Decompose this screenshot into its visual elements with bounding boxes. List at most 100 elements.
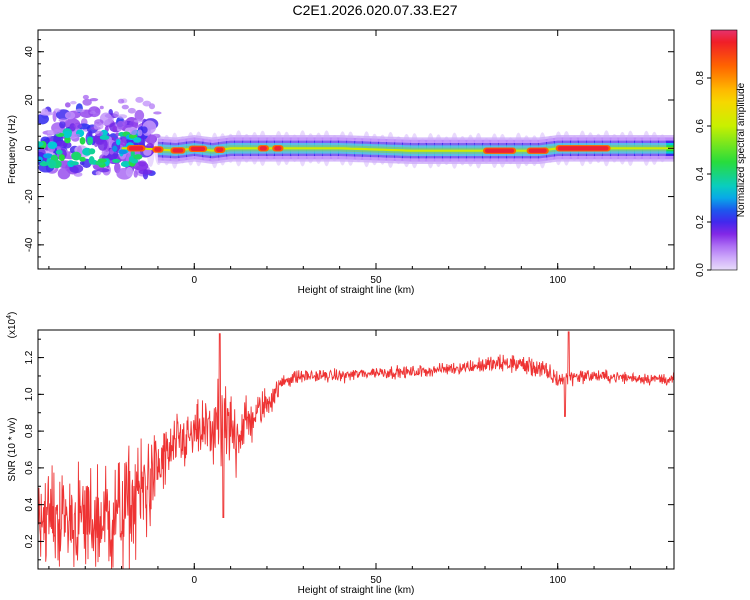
noise-blob-bright (79, 137, 86, 145)
scatter-dot (151, 133, 161, 139)
top-xlabel: Height of straight line (km) (298, 285, 415, 296)
scatter-dot (137, 129, 143, 137)
noise-blob-bright (58, 154, 65, 162)
noise-blob-bright (120, 160, 131, 168)
bottom-ytick-label: 0.6 (24, 460, 35, 474)
scatter-dot (97, 122, 104, 130)
noise-blob-bright (118, 149, 128, 155)
noise-blob-bright (62, 130, 72, 139)
scatter-dot (117, 114, 128, 119)
noise-blob-bright (88, 156, 95, 165)
colorbar-label: Normalized spectral amplitude (736, 82, 747, 217)
top-xtick-label: 0 (191, 275, 197, 286)
scatter-dot (73, 122, 82, 129)
bottom-ytick-label: 1.0 (24, 387, 35, 401)
top-xtick-label: 100 (549, 275, 566, 286)
noise-blob (134, 109, 145, 122)
scatter-dot (113, 111, 120, 118)
hot-segment (154, 147, 162, 152)
noise-blob (97, 138, 108, 151)
noise-blob (125, 166, 134, 178)
top-xtick-label: 50 (370, 275, 382, 286)
bottom-xlabel: Height of straight line (km) (298, 585, 415, 596)
bottom-xtick-label: 0 (191, 575, 197, 586)
noise-blob-bright (79, 156, 86, 162)
scatter-dot (58, 118, 68, 123)
noise-blob (115, 132, 120, 137)
top-axes-frame (37, 29, 675, 270)
noise-blob (52, 110, 57, 123)
colorbar (710, 29, 738, 271)
scatter-dot (117, 98, 125, 104)
noise-blob-bright (128, 134, 138, 139)
top-ytick-label: -40 (24, 237, 35, 252)
top-ylabel: Frequency (Hz) (7, 115, 18, 184)
colorbar-tick-label: 0.2 (695, 215, 706, 229)
noise-blob-bright (116, 138, 121, 146)
scatter-dot (74, 108, 85, 113)
snr-scale-close: ) (7, 312, 18, 315)
noise-blob (95, 171, 102, 176)
noise-blob-bright (55, 149, 63, 155)
noise-blob-bright (99, 135, 110, 140)
noise-blob (79, 161, 85, 166)
scatter-dot (95, 130, 104, 137)
snr-scale-exponent: 4 (6, 315, 13, 319)
noise-blob-bright (64, 136, 71, 144)
scatter-dot (54, 108, 61, 113)
scatter-dot (64, 102, 71, 108)
noise-blob-bright (112, 158, 121, 163)
noise-blob-bright (87, 137, 93, 146)
scatter-dot (89, 98, 99, 102)
figure-title: C2E1.2026.020.07.33.E27 (292, 2, 458, 18)
noise-blob-bright (71, 151, 82, 161)
noise-blob (133, 161, 149, 171)
snr-scale-note: (x104) (6, 312, 18, 339)
noise-blob-bright (97, 158, 107, 163)
noise-blob-bright (39, 161, 49, 167)
noise-blob (38, 113, 49, 125)
noise-blob-bright (88, 148, 96, 155)
top-ytick-label: -20 (24, 189, 35, 204)
bottom-ytick-label: 0.2 (24, 534, 35, 548)
scatter-dot (107, 116, 114, 123)
bottom-xtick-label: 50 (370, 575, 382, 586)
bottom-ytick-label: 0.4 (24, 497, 35, 511)
noise-blob (138, 133, 146, 148)
noise-blob (133, 170, 138, 178)
bottom-ytick-label: 0.8 (24, 424, 35, 438)
hot-segment (259, 146, 267, 151)
noise-blob (64, 111, 76, 120)
colorbar-tick-label: 0.6 (695, 119, 706, 133)
scatter-dot (89, 110, 97, 115)
colorbar-tick-label: 0.0 (695, 263, 706, 277)
noise-blob-bright (47, 141, 58, 150)
scatter-dot (133, 119, 143, 123)
noise-blob-bright (133, 137, 142, 143)
noise-blob (39, 111, 54, 116)
bottom-xtick-label: 100 (549, 575, 566, 586)
hot-segment (128, 146, 144, 151)
snr-line (38, 331, 674, 569)
scatter-dot (130, 128, 138, 136)
scatter-dot (153, 111, 162, 115)
hot-segment (485, 148, 515, 153)
noise-blob-bright (112, 145, 118, 152)
top-ytick-label: 40 (24, 46, 35, 58)
scatter-dot (82, 94, 89, 100)
scatter-dot (135, 96, 144, 103)
snr-scale-base: (x10 (7, 318, 18, 338)
noise-blob (140, 126, 148, 134)
hot-segment (216, 147, 224, 152)
noise-blob-bright (130, 158, 139, 164)
noise-blob-bright (43, 153, 53, 159)
noise-blob-bright (38, 156, 43, 163)
hot-segment (274, 146, 282, 151)
top-ytick-label: 0 (24, 145, 35, 151)
scatter-dot (121, 104, 129, 110)
scatter-dot (127, 107, 136, 114)
scatter-dot (52, 128, 61, 135)
noise-blob-bright (38, 141, 44, 147)
bottom-ytick-label: 1.2 (24, 350, 35, 364)
